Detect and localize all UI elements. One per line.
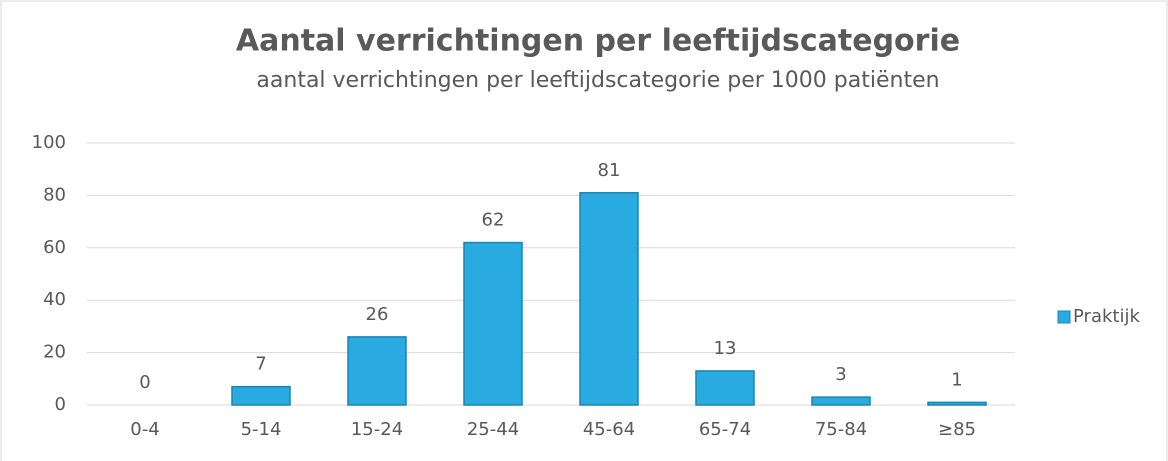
bar [579, 192, 639, 406]
bar [231, 385, 291, 406]
bar [927, 401, 987, 406]
x-tick-label: 0-4 [130, 419, 159, 440]
chart-title: Aantal verrichtingen per leeftijdscatego… [236, 24, 960, 59]
data-label: 7 [255, 354, 266, 375]
legend-swatch [1057, 310, 1071, 324]
x-tick-label: ≥85 [938, 419, 976, 440]
data-label: 13 [714, 338, 737, 359]
x-tick-label: 65-74 [699, 419, 751, 440]
y-tick-label: 60 [43, 237, 66, 258]
chart-subtitle: aantal verrichtingen per leeftijdscatego… [256, 68, 939, 93]
data-label: 81 [598, 160, 621, 181]
data-label: 26 [366, 304, 389, 325]
y-tick-label: 20 [43, 342, 66, 363]
bar [347, 336, 407, 406]
y-tick-label: 40 [43, 289, 66, 310]
x-tick-label: 5-14 [241, 419, 282, 440]
y-tick-label: 0 [55, 394, 66, 415]
y-tick-label: 80 [43, 184, 66, 205]
data-label: 3 [835, 364, 846, 385]
x-tick-label: 25-44 [467, 419, 519, 440]
bar [811, 396, 871, 406]
bar [695, 370, 755, 406]
data-label: 1 [951, 369, 962, 390]
data-label: 0 [139, 372, 150, 393]
x-tick-label: 15-24 [351, 419, 403, 440]
data-label: 62 [482, 210, 505, 231]
y-tick-label: 100 [32, 132, 66, 153]
bar [463, 241, 523, 406]
legend-label: Praktijk [1073, 306, 1140, 327]
x-tick-label: 75-84 [815, 419, 867, 440]
x-tick-label: 45-64 [583, 419, 635, 440]
